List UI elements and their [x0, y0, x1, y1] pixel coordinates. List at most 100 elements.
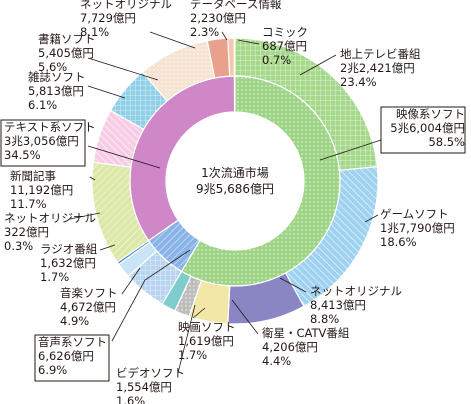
- leader-satellite: [231, 299, 259, 335]
- label-video-box: [380, 106, 466, 154]
- label-net-audio-line-2: 0.3%: [4, 239, 33, 253]
- label-radio-line-0: ラジオ番組: [40, 242, 98, 256]
- leader-nettext: [149, 31, 196, 49]
- inner-slice-pattern-1: [148, 220, 200, 272]
- label-movie-line-2: 1.7%: [178, 348, 207, 362]
- label-movie-line-1: 1,619億円: [178, 334, 234, 348]
- label-newspaper-line-0: 新聞記事: [10, 169, 56, 183]
- label-text-line-0: テキスト系ソフト: [4, 120, 96, 134]
- leader-newspaper: [89, 176, 96, 181]
- label-radio-line-2: 1.7%: [40, 270, 69, 284]
- leader-books: [87, 57, 159, 81]
- label-music-line-2: 4.9%: [60, 314, 89, 328]
- label-movie-line-0: 映画ソフト: [178, 320, 236, 334]
- label-books-line-1: 5,405億円: [38, 46, 94, 60]
- label-net-text-line-1: 7,729億円: [80, 11, 136, 25]
- outer-slice-pattern-12: [142, 40, 215, 101]
- label-audio-line-1: 6,626億円: [38, 349, 94, 363]
- label-audio-line-0: 音声系ソフト: [38, 335, 107, 349]
- label-game-line-1: 1兆7,790億円: [380, 221, 455, 235]
- label-database-line-1: 2,230億円: [190, 11, 246, 25]
- label-text-box: [0, 119, 86, 167]
- leader-text: [87, 145, 161, 169]
- leader-comic: [237, 39, 260, 45]
- label-satellite-line-0: 衛星・CATV番組: [262, 326, 350, 340]
- label-net-video-line-1: 8,413億円: [310, 298, 366, 312]
- label-music-line-0: 音楽ソフト: [60, 286, 118, 300]
- label-music-line-1: 4,672億円: [60, 300, 116, 314]
- label-text-line-1: 3兆3,056億円: [4, 134, 79, 148]
- leader-database: [221, 31, 228, 41]
- label-audio-box: [34, 334, 110, 382]
- label-satellite-line-2: 4.4%: [262, 354, 291, 368]
- leader-movie: [192, 307, 206, 319]
- label-game-line-0: ゲームソフト: [380, 207, 449, 221]
- label-comic-line-0: コミック: [262, 25, 308, 39]
- label-net-text-line-0: ネットオリジナル: [80, 0, 172, 11]
- label-game-line-2: 18.6%: [380, 235, 417, 249]
- leader-terrestrial: [299, 54, 337, 76]
- label-net-video-line-2: 8.8%: [310, 312, 339, 326]
- label-audio-line-2: 6.9%: [38, 363, 67, 377]
- outer-slice-14: [227, 37, 235, 77]
- center-label-line-0: 1次流通市場: [201, 165, 269, 180]
- label-comic-line-2: 0.7%: [262, 53, 291, 67]
- donut-rings: [91, 37, 379, 325]
- label-radio-line-1: 1,632億円: [40, 256, 96, 270]
- leader-music: [121, 267, 141, 295]
- label-video-soft-line-1: 1,554億円: [116, 380, 172, 394]
- outer-slice-pattern-10: [93, 110, 144, 168]
- label-satellite-line-1: 4,206億円: [262, 340, 318, 354]
- label-net-video-line-0: ネットオリジナル: [310, 284, 402, 298]
- label-magazine-line-0: 雑誌ソフト: [28, 70, 86, 84]
- label-database-line-0: データベース情報: [190, 0, 282, 11]
- label-video-soft-line-0: ビデオソフト: [116, 366, 185, 380]
- label-comic-line-1: 687億円: [262, 39, 307, 53]
- label-video-line-0: 映像系ソフト: [396, 107, 465, 121]
- leader-radio: [99, 244, 116, 251]
- label-newspaper-line-2: 11.7%: [10, 197, 47, 211]
- label-net-audio-line-0: ネットオリジナル: [4, 211, 96, 225]
- label-books-line-0: 書籍ソフト: [38, 32, 96, 46]
- inner-slice-pattern-0: [181, 76, 340, 286]
- leader-game: [364, 214, 379, 223]
- outer-slice-pattern-1: [285, 166, 378, 307]
- outer-slice-pattern-9: [92, 162, 149, 263]
- leader-audio: [111, 249, 191, 342]
- label-books-line-2: 5.6%: [38, 60, 67, 74]
- leader-videosoft: [177, 304, 196, 374]
- label-newspaper-line-1: 11,192億円: [10, 183, 73, 197]
- center-label-line-1: 9兆5,686億円: [196, 182, 274, 196]
- outer-slice-pattern-0: [235, 38, 378, 171]
- outer-slice-pattern-11: [110, 71, 168, 130]
- center-label: 1次流通市場 9兆5,686億円: [196, 165, 274, 196]
- leader-netvideo: [279, 277, 307, 293]
- leader-video: [319, 139, 382, 161]
- leader-magazine: [87, 85, 126, 99]
- label-magazine-line-1: 5,813億円: [28, 84, 84, 98]
- label-video-soft-line-2: 1.6%: [116, 394, 145, 404]
- outer-slice-pattern-4: [174, 276, 202, 317]
- label-terrestrial-tv-line-0: 地上テレビ番組: [340, 47, 421, 61]
- label-magazine-line-2: 6.1%: [28, 98, 57, 112]
- label-terrestrial-tv-line-1: 2兆2,421億円: [340, 61, 415, 75]
- label-net-audio-line-1: 322億円: [4, 225, 49, 239]
- label-video-line-2: 58.5%: [428, 135, 465, 149]
